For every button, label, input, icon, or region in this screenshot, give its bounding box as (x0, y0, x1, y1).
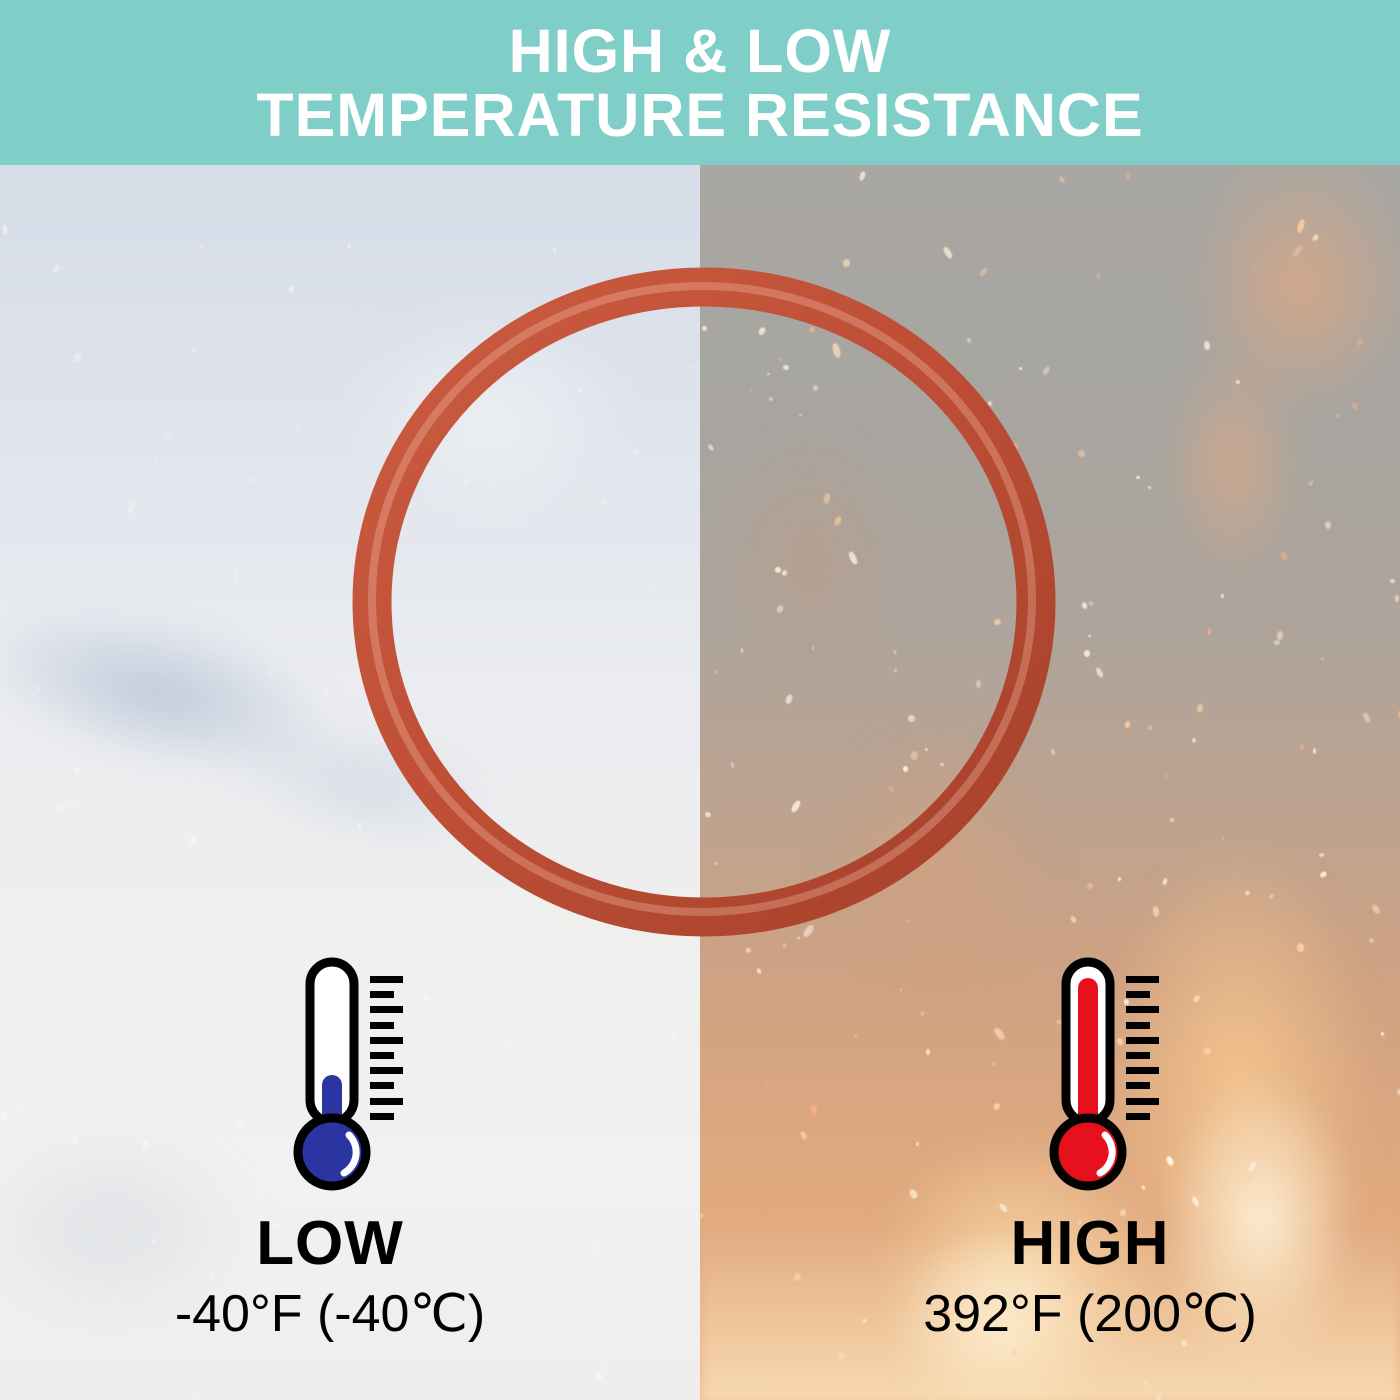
title-banner: HIGH & LOW TEMPERATURE RESISTANCE (0, 0, 1400, 165)
thermometer-low-icon (293, 957, 403, 1191)
high-temperature-value: 392°F (200℃) (923, 1285, 1257, 1343)
thermometer-scale-ticks (370, 976, 403, 1120)
thermometer-high-icon (1049, 957, 1159, 1191)
thermometer-scale-ticks (1126, 976, 1159, 1120)
banner-title-line2: TEMPERATURE RESISTANCE (256, 80, 1144, 149)
low-label: LOW (256, 1209, 404, 1278)
snow-sparkle-field (0, 165, 700, 1400)
high-temperature-block: HIGH 392°F (200℃) (890, 1209, 1290, 1343)
banner-title-line1: HIGH & LOW (508, 16, 892, 85)
low-temperature-block: LOW -40°F (-40℃) (130, 1209, 530, 1343)
high-label: HIGH (1010, 1209, 1170, 1278)
low-temperature-value: -40°F (-40℃) (174, 1285, 486, 1343)
